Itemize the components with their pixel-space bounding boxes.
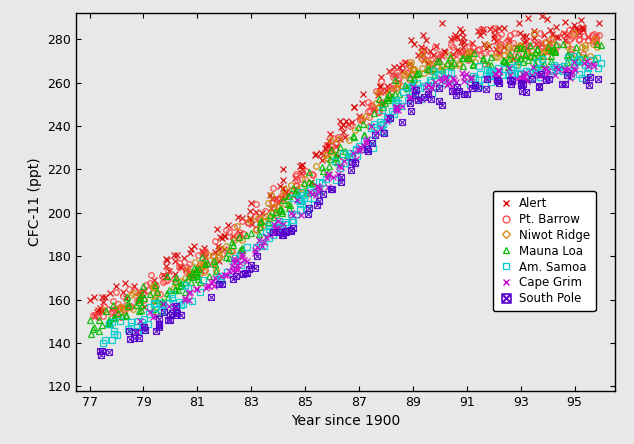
Legend: Alert, Pt. Barrow, Niwot Ridge, Mauna Loa, Am. Samoa, Cape Grim, South Pole: Alert, Pt. Barrow, Niwot Ridge, Mauna Lo… (493, 191, 595, 311)
X-axis label: Year since 1900: Year since 1900 (291, 414, 400, 428)
Y-axis label: CFC-11 (ppt): CFC-11 (ppt) (28, 158, 42, 246)
